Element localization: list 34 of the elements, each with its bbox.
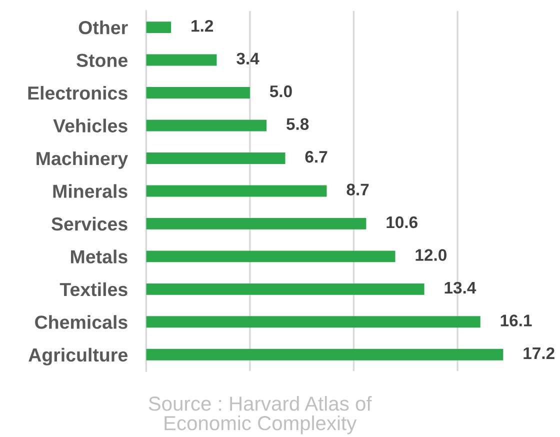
bar: [146, 185, 327, 197]
bar: [146, 22, 172, 34]
y-tick-label: Metals: [71, 250, 128, 264]
y-tick-label: Minerals: [53, 184, 128, 198]
data-label: 5.8: [286, 118, 309, 130]
bar: [146, 316, 480, 328]
y-tick-label: Other: [78, 20, 128, 34]
data-label: 16.1: [500, 314, 532, 326]
bar: [146, 218, 366, 230]
y-tick-label: Stone: [76, 54, 128, 68]
data-label: 8.7: [346, 184, 369, 196]
bar: [146, 54, 217, 66]
y-tick-label: Machinery: [36, 151, 128, 169]
bar: [146, 152, 286, 164]
data-label: 5.0: [270, 85, 292, 98]
data-label: 10.6: [386, 216, 418, 228]
data-label: 3.4: [236, 52, 260, 65]
y-tick-label: Services: [51, 216, 128, 231]
y-tick-label: Chemicals: [35, 315, 128, 329]
y-tick-label: Agriculture: [28, 348, 128, 366]
data-label: 12.0: [416, 249, 446, 261]
data-label: 1.2: [192, 20, 214, 32]
source-note: Source : Harvard Atlas of Economic Complexity: [148, 396, 372, 434]
data-label: 17.2: [524, 347, 554, 359]
bar: [146, 348, 504, 360]
bar: [146, 283, 424, 295]
bar: [146, 250, 396, 262]
y-tick-label: Electronics: [28, 86, 128, 100]
y-tick-label: Vehicles: [53, 118, 128, 132]
data-label: 13.4: [444, 282, 476, 294]
data-label: 6.7: [305, 150, 328, 163]
y-tick-label: Textiles: [60, 282, 128, 296]
bar: [146, 120, 267, 132]
bar: [146, 87, 250, 98]
